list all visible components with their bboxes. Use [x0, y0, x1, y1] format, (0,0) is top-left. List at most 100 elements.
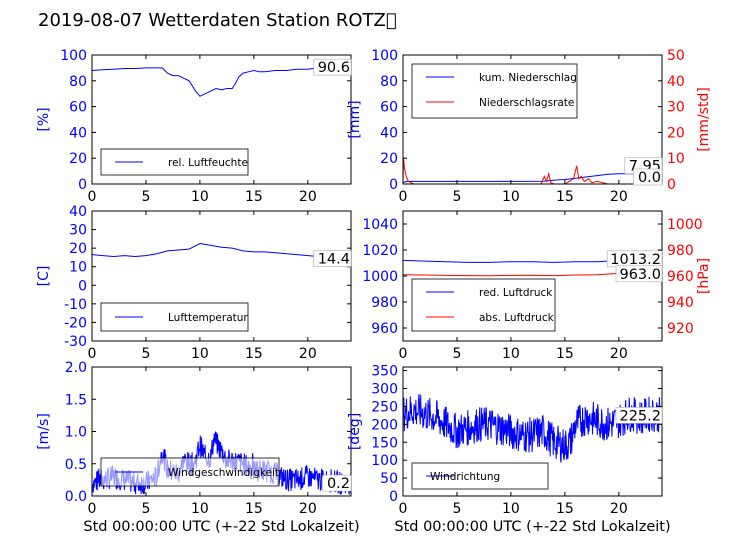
- x-tick-label: 15: [245, 346, 263, 362]
- legend: kum. Niederschlag Niederschlagsrate: [411, 63, 578, 119]
- y-tick-label: -10: [64, 297, 87, 313]
- legend-label: Windrichtung: [430, 471, 500, 483]
- x-tick-label: 20: [610, 189, 628, 205]
- y-tick-label: -30: [64, 334, 87, 350]
- series-line-right-1: [403, 158, 662, 184]
- x-tick-label: 20: [299, 189, 317, 205]
- y-tick-label: 0.5: [65, 457, 87, 473]
- y-tick-label: 40: [69, 204, 87, 220]
- y-tick-label: 40: [380, 125, 398, 141]
- last-value-label: 225.2: [619, 408, 661, 424]
- plot-frame: [91, 54, 352, 185]
- chart-panel-5: 0 5 10 15 20 0.0 0.5 1.0 1.5 2.0 [m/s] Std 00:00:00…: [36, 360, 360, 535]
- y2-axis-label: [mm/std]: [696, 87, 712, 152]
- last-value-box: [313, 250, 352, 267]
- legend-label: Lufttemperatur: [168, 312, 248, 324]
- y-tick-label: 960: [371, 321, 398, 337]
- y-tick-label: 300: [371, 382, 398, 398]
- legend-label: rel. Luftfeuchte: [168, 157, 248, 169]
- legend-label: red. Luftdruck: [479, 287, 553, 299]
- x-tick-label: 15: [556, 189, 574, 205]
- last-value-box: [313, 58, 352, 76]
- y-axis-label: [deg]: [347, 413, 363, 450]
- x-tick-label: 15: [245, 501, 263, 517]
- legend-label: abs. Luftdruck: [479, 312, 555, 324]
- last-value-label: 14.4: [318, 252, 350, 268]
- y-axis-label: [mm]: [347, 100, 363, 138]
- y2-tick-label: 920: [667, 321, 694, 337]
- y-tick-label: 20: [69, 241, 87, 257]
- x-tick-label: 10: [502, 189, 520, 205]
- y-tick-label: 80: [69, 74, 87, 90]
- x-tick-label: 0: [88, 189, 97, 205]
- y2-tick-label: 20: [667, 125, 685, 141]
- y-tick-label: 100: [371, 453, 398, 469]
- x-tick-label: 10: [191, 501, 209, 517]
- x-tick-label: 0: [399, 189, 408, 205]
- last-value-label: 90.6: [318, 60, 350, 76]
- y-tick-label: 30: [69, 223, 87, 239]
- y-axis-label: [%]: [36, 107, 52, 131]
- y-tick-label: 2.0: [65, 360, 87, 376]
- x-tick-label: 5: [141, 346, 150, 362]
- legend: Windrichtung: [411, 462, 549, 490]
- last-value-label: 0.2: [327, 476, 350, 492]
- y-tick-label: 20: [69, 151, 87, 167]
- y2-tick-label: 40: [667, 74, 685, 90]
- legend: Windgeschwindigkeit: [100, 457, 280, 487]
- y-tick-label: 100: [60, 48, 87, 64]
- x-tick-label: 10: [191, 346, 209, 362]
- last-value-box: [633, 168, 663, 186]
- y2-axis-label: [hPa]: [696, 258, 712, 294]
- y-axis-label: [C]: [36, 266, 52, 287]
- y-tick-label: 1000: [362, 269, 398, 285]
- y-axis-label: [m/s]: [36, 413, 52, 450]
- y-tick-label: 0: [78, 278, 87, 294]
- y-tick-label: 0: [389, 489, 398, 505]
- y-tick-label: 0.0: [65, 489, 87, 505]
- x-tick-label: 10: [502, 346, 520, 362]
- y-tick-label: 1.5: [65, 392, 87, 408]
- last-value-box: [615, 407, 663, 424]
- x-tick-label: 5: [141, 189, 150, 205]
- y-tick-label: 20: [380, 151, 398, 167]
- legend-label: kum. Niederschlag: [479, 72, 577, 84]
- y2-tick-label: 30: [667, 100, 685, 116]
- legend: rel. Luftfeuchte: [100, 148, 249, 176]
- x-tick-label: 10: [502, 501, 520, 517]
- y-tick-label: 1.0: [65, 425, 87, 441]
- series-line-1: [92, 66, 349, 97]
- y2-tick-label: 960: [667, 269, 694, 285]
- series-line-1: [403, 394, 662, 463]
- series-line-1: [403, 173, 662, 184]
- last-value-box: [322, 474, 352, 492]
- y-tick-label: 50: [380, 471, 398, 487]
- x-tick-label: 20: [299, 346, 317, 362]
- last-value-box: [615, 265, 663, 283]
- y2-tick-label: 980: [667, 243, 694, 259]
- y2-tick-label: 50: [667, 48, 685, 64]
- y2-tick-label: 1000: [667, 217, 703, 233]
- y-tick-label: 200: [371, 417, 398, 433]
- legend: Lufttemperatur: [100, 302, 248, 332]
- x-tick-label: 0: [88, 346, 97, 362]
- y-tick-label: 100: [371, 48, 398, 64]
- y-tick-label: 60: [69, 100, 87, 116]
- y-tick-label: 250: [371, 399, 398, 415]
- x-tick-label: 15: [556, 501, 574, 517]
- x-tick-label: 15: [245, 189, 263, 205]
- x-tick-label: 20: [610, 501, 628, 517]
- x-tick-label: 5: [141, 501, 150, 517]
- y-tick-label: 60: [380, 100, 398, 116]
- x-tick-label: 5: [452, 346, 461, 362]
- y-tick-label: -20: [64, 315, 87, 331]
- y2-tick-label: 10: [667, 151, 685, 167]
- legend-label: Niederschlagsrate: [479, 97, 574, 109]
- legend: red. Luftdruck abs. Luftdruck: [411, 278, 556, 332]
- x-tick-label: 0: [88, 501, 97, 517]
- x-tick-label: 5: [452, 189, 461, 205]
- page-title: 2019-08-07 Wetterdaten Station ROTZ : [38, 10, 397, 31]
- chart-panel-4: 0 5 10 15 20 960 980 1000 1020 1040 920 940 960 980 10…: [362, 210, 712, 362]
- last-value-label: 0.0: [638, 170, 661, 186]
